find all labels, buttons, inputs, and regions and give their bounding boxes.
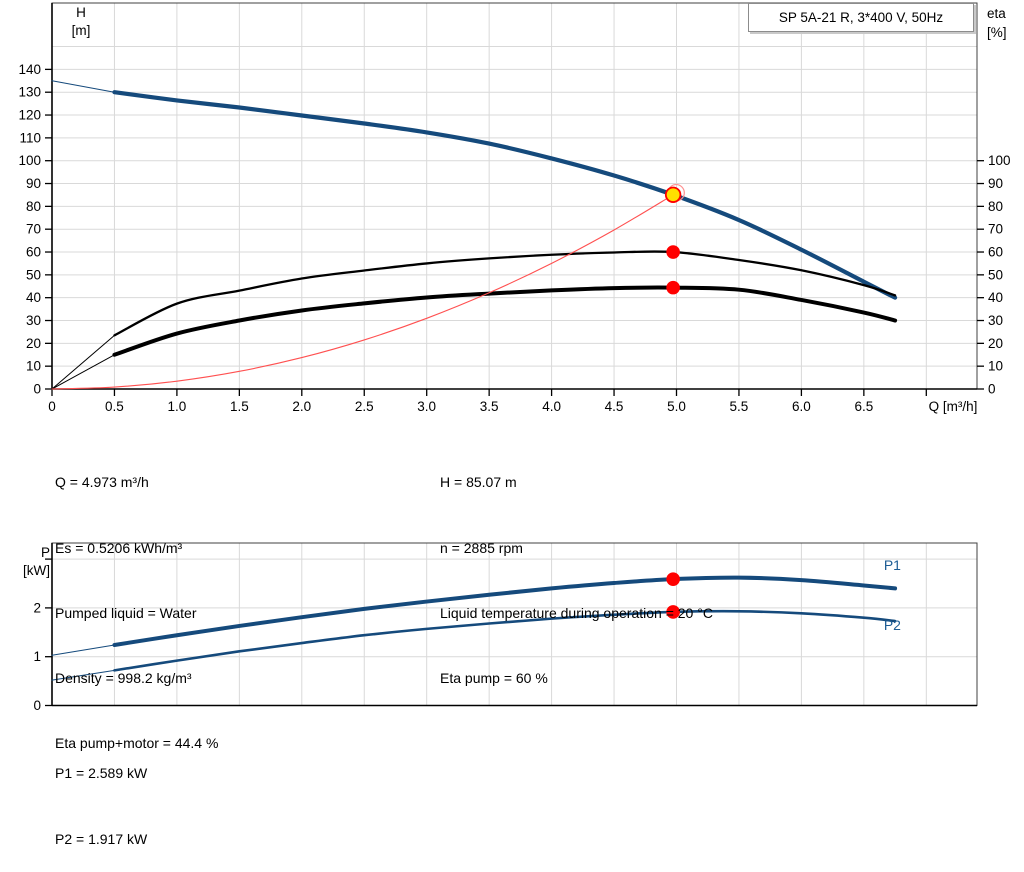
eta-tick-label: 70 — [988, 222, 1003, 237]
y-tick-label: 90 — [26, 176, 41, 191]
power-left-ticks: 0 1 2 — [33, 558, 52, 713]
P1-curve — [112, 575, 898, 647]
y-tick-label: 80 — [26, 199, 41, 214]
info-eta-pump-motor: Eta pump+motor = 44.4 % — [55, 734, 219, 751]
y-tick-label: 130 — [18, 85, 41, 100]
system-curve — [51, 194, 674, 390]
power-chart: 0 1 2 P1 P2 — [33, 542, 978, 713]
eta-tick-label: 0 — [988, 382, 996, 397]
eta-pump-motor-curve — [112, 285, 898, 357]
x-axis-unit-label: Q [m³/h] — [929, 399, 978, 414]
eta-axis-label: eta [%] — [987, 4, 1007, 42]
y-tick-label: 2 — [33, 600, 41, 615]
eta-pump-motor-curve-lead — [51, 354, 115, 390]
P1-curve-lead — [51, 644, 115, 656]
qh-right-ticks: 0 10 20 30 40 50 60 70 80 90 100 — [977, 153, 1011, 397]
x-tick-label: 4.0 — [542, 399, 561, 414]
y-tick-label: 70 — [26, 222, 41, 237]
y-tick-label: 100 — [18, 153, 41, 168]
y-tick-label: 40 — [26, 290, 41, 305]
y-tick-label: 120 — [18, 108, 41, 123]
p-axis-unit: [kW] — [23, 563, 50, 578]
duty-point — [664, 186, 682, 203]
x-tick-label: 3.0 — [417, 399, 436, 414]
series-label-P1: P1 — [884, 557, 901, 573]
x-tick-label: 0.5 — [105, 399, 124, 414]
p-axis-label: P [kW] — [6, 544, 50, 580]
info-es: Es = 0.5206 kWh/m³ — [55, 539, 183, 556]
qh-chart: 0 10 20 30 40 50 60 70 80 90 100 110 120 130 140 0 10 20 3… — [18, 2, 1011, 414]
x-tick-label: 5.0 — [667, 399, 686, 414]
duty-info-right: H = 85.07 m n = 2885 rpm Liquid temperat… — [440, 429, 713, 711]
pump-title-text: SP 5A-21 R, 3*400 V, 50Hz — [778, 10, 944, 25]
pump-curve-charts: 0102030405060708090100110120130140010203… — [18, 2, 1011, 713]
P2-curve-lead — [51, 669, 115, 681]
power-gridlines — [52, 543, 977, 706]
y-tick-label: 50 — [26, 267, 41, 282]
h-axis-label: H [m] — [60, 4, 102, 40]
x-tick-label: 3.5 — [480, 399, 499, 414]
x-tick-label: 1.0 — [168, 399, 187, 414]
eta-tick-label: 100 — [988, 153, 1011, 168]
info-q: Q = 4.973 m³/h — [55, 474, 149, 491]
series-label-P2: P2 — [884, 617, 901, 633]
qh-left-ticks: 0 10 20 30 40 50 60 70 80 90 100 110 120 130 140 — [18, 62, 52, 397]
eta-tick-label: 60 — [988, 245, 1003, 260]
power-info: P1 = 2.589 kW P2 = 1.917 kW — [55, 720, 147, 872]
eta-tick-label: 40 — [988, 290, 1003, 305]
pump-title-box: SP 5A-21 R, 3*400 V, 50Hz — [748, 3, 974, 32]
eta-tick-label: 30 — [988, 313, 1003, 328]
info-pumped-liquid: Pumped liquid = Water — [55, 604, 197, 621]
info-h: H = 85.07 m — [440, 474, 517, 491]
eta-pump-point — [666, 245, 680, 259]
P2-point — [666, 605, 680, 619]
y-tick-label: 1 — [33, 649, 41, 664]
eta-tick-label: 10 — [988, 359, 1003, 374]
info-p2: P2 = 1.917 kW — [55, 830, 148, 847]
eta-pump-motor-point — [666, 280, 680, 295]
duty-info-left: Q = 4.973 m³/h Es = 0.5206 kWh/m³ Pumped… — [55, 429, 218, 776]
eta-axis-symbol: eta — [987, 6, 1006, 21]
y-tick-label: 0 — [33, 698, 41, 713]
eta-tick-label: 20 — [988, 336, 1003, 351]
y-tick-label: 60 — [26, 245, 41, 260]
y-tick-label: 20 — [26, 336, 41, 351]
qh-gridlines — [52, 3, 977, 389]
P2-curve — [113, 609, 897, 672]
y-tick-label: 10 — [26, 359, 41, 374]
y-tick-label: 30 — [26, 313, 41, 328]
eta-tick-label: 90 — [988, 176, 1003, 191]
eta-pump-curve-lead — [51, 334, 115, 390]
info-n: n = 2885 rpm — [440, 539, 523, 556]
x-tick-label: 4.5 — [605, 399, 624, 414]
x-tick-label: 6.0 — [792, 399, 811, 414]
x-tick-label: 2.0 — [292, 399, 311, 414]
y-tick-label: 110 — [19, 130, 41, 145]
y-tick-label: 0 — [33, 382, 41, 397]
h-axis-unit: [m] — [71, 23, 91, 38]
eta-axis-unit: [%] — [987, 25, 1007, 40]
pump-curve-QH-lead — [51, 80, 115, 93]
x-tick-label: 0 — [48, 399, 56, 414]
eta-tick-label: 80 — [988, 199, 1003, 214]
qh-x-ticks: 0 0.5 1.0 1.5 2.0 2.5 3.0 3.5 4.0 4.5 5.0 5.5 6.0 6.5… — [48, 389, 977, 414]
h-axis-symbol: H — [76, 5, 86, 20]
info-liquid-temp: Liquid temperature during operation = 20… — [440, 604, 713, 621]
info-p1: P1 = 2.589 kW — [55, 765, 148, 782]
x-tick-label: 1.5 — [230, 399, 249, 414]
x-tick-label: 2.5 — [355, 399, 374, 414]
x-tick-label: 6.5 — [854, 399, 873, 414]
p-axis-symbol: P — [40, 545, 50, 560]
info-eta-pump: Eta pump = 60 % — [440, 669, 548, 686]
eta-pump-curve — [113, 250, 897, 337]
pump-curve-QH — [112, 90, 898, 300]
P1-point — [666, 572, 680, 586]
x-tick-label: 5.5 — [730, 399, 749, 414]
y-tick-label: 140 — [18, 62, 41, 77]
info-density: Density = 998.2 kg/m³ — [55, 669, 192, 686]
eta-tick-label: 50 — [988, 267, 1003, 282]
